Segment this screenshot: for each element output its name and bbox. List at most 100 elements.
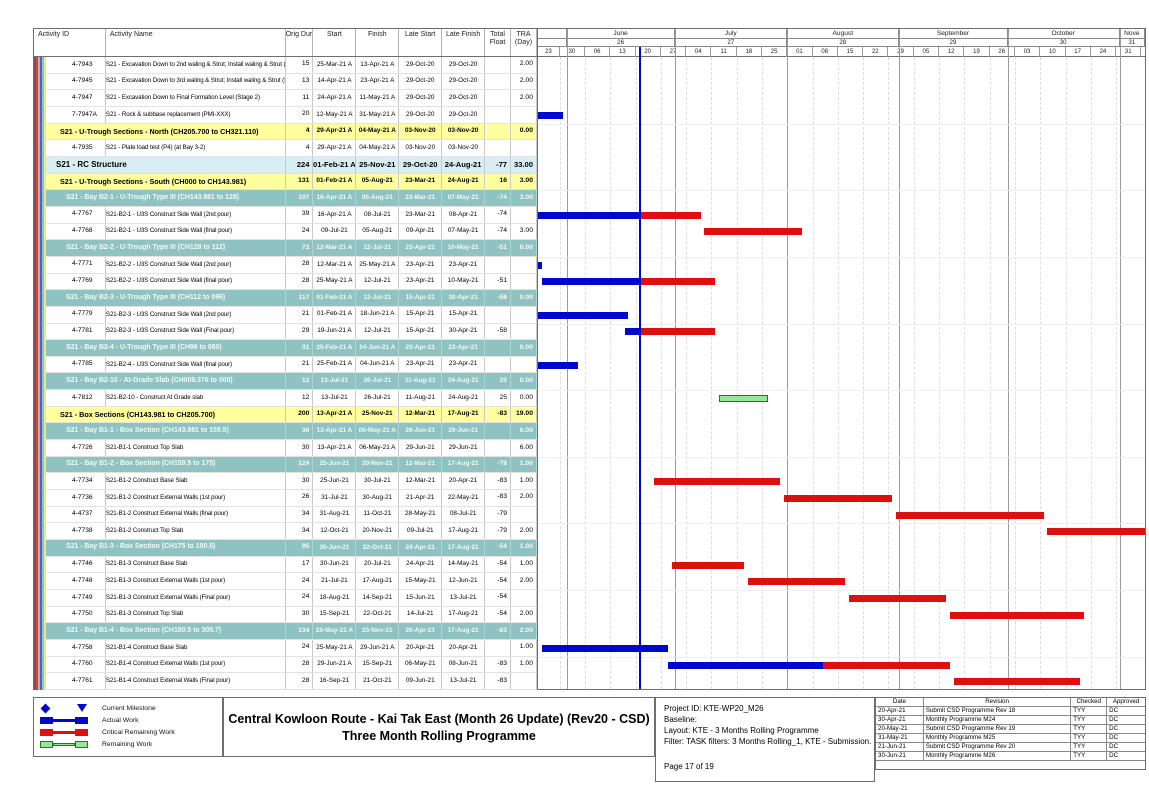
late-start-cell: 21-Apr-21 <box>399 490 443 506</box>
finish-cell: 05-Aug-21 <box>356 173 400 190</box>
finish-cell: 05-Aug-21 <box>356 190 400 206</box>
orig-dur-cell: 28 <box>286 256 314 273</box>
group-label-cell: S21 - Bay B1-3 - Box Section (CH175 to 1… <box>34 540 286 556</box>
revision-row: 20-Apr-21 Submit CSD Programme Rev 18 TYY D… <box>876 707 1145 716</box>
revision-header-cell: Revision <box>924 698 1072 706</box>
late-start-cell: 23-Apr-21 <box>399 340 443 356</box>
week-gridline <box>837 57 840 689</box>
finish-cell: 04-May-21 A <box>356 123 400 140</box>
week-gridline <box>660 57 663 689</box>
tra-cell <box>511 273 537 290</box>
finish-cell: 21-Oct-21 <box>356 673 400 689</box>
group-label-cell: S21 - Bay B2-10 - At-Grade Slab (CH009.3… <box>34 373 286 390</box>
orig-dur-cell: 34 <box>286 506 314 523</box>
group-color-stripes <box>34 57 48 690</box>
activity-id-cell: 4-4737 <box>34 506 106 523</box>
month-label: September <box>899 29 1008 39</box>
month-number: 29 <box>899 39 1008 47</box>
late-finish-cell: 24-Aug-21 <box>442 156 486 173</box>
bar-link <box>53 718 75 722</box>
week-gridline <box>584 57 587 689</box>
tra-cell: 0.00 <box>511 240 537 256</box>
stripe <box>40 57 42 690</box>
actual-bar-icon <box>40 716 102 724</box>
table-row: 4-7769 S21-B2-2 - U3S Construct Side Wall… <box>34 273 537 291</box>
late-finish-cell: 08-Jul-21 <box>442 506 486 523</box>
late-start-cell: 29-Oct-20 <box>399 57 443 73</box>
revision-row: 21-Jun-21 Submit CSD Programme Rev 20 TYY D… <box>876 743 1145 752</box>
week-gridline <box>1116 57 1118 689</box>
revision-box: Date Revision Checked Approved 20-Apr-21 Subm… <box>875 697 1146 770</box>
project-info-box: Project ID: KTE-WP20_M26 Baseline: Layout:… <box>655 697 875 782</box>
orig-dur-cell: 34 <box>286 523 314 540</box>
finish-cell: 25-May-21 A <box>356 256 400 273</box>
stripe <box>42 57 44 690</box>
column-header-finish: Finish <box>356 29 400 56</box>
table-row: 4-7734 S21-B1-2 Construct Base Slab 30 25-J… <box>34 473 537 491</box>
month-label: August <box>787 29 900 39</box>
total-float-cell: -74 <box>485 206 512 223</box>
orig-dur-cell: 30 <box>286 473 314 490</box>
start-cell: 29-Jun-21 A <box>313 656 357 673</box>
table-row: 4-7943 S21 - Excavation Down to 2nd walin… <box>34 57 537 74</box>
week-tick-label: 04 <box>686 47 712 57</box>
late-finish-cell: 23-Apr-21 <box>442 356 486 373</box>
week-tick-label: 01 <box>787 47 813 57</box>
total-float-cell: -51 <box>485 273 512 290</box>
tra-cell <box>511 506 537 523</box>
week-gridline <box>1065 57 1068 689</box>
late-start-cell: 15-Jun-21 <box>399 590 443 606</box>
late-start-cell: 20-Apr-21 <box>399 623 443 639</box>
month-gridline <box>675 29 677 689</box>
week-tick-label: 10 <box>1040 47 1066 57</box>
revision-header-cell: Checked <box>1071 698 1108 706</box>
table-row: 4-7947 S21 - Excavation Down to Final For… <box>34 90 537 107</box>
milestone-flag-icon <box>77 704 87 712</box>
table-row: 4-7726 S21-B1-1 Construct Top Slab 30 13-Ap… <box>34 440 537 457</box>
week-gridline <box>863 57 865 689</box>
start-cell: 13-Apr-21 A <box>313 406 357 423</box>
table-row: 4-7771 S21-B2-2 - U3S Construct Side Wall… <box>34 256 537 274</box>
start-cell: 25-Mar-21 A <box>313 57 357 73</box>
milestone-icon <box>40 703 102 713</box>
start-cell: 12-May-21 A <box>313 106 357 123</box>
orig-dur-cell: 24 <box>286 223 314 240</box>
finish-cell: 17-Aug-21 <box>356 573 400 589</box>
month-label <box>538 29 567 39</box>
late-start-cell: 20-Apr-21 <box>399 639 443 656</box>
orig-dur-cell: 15 <box>286 57 314 73</box>
late-start-cell: 06-May-21 <box>399 656 443 673</box>
table-row: 4-7748 S21-B1-3 Construct External Walls … <box>34 573 537 590</box>
activity-name-cell: S21 - Excavation Down to Final Formation… <box>106 90 286 106</box>
finish-cell: 04-Jun-21 A <box>356 356 400 373</box>
orig-dur-cell: 131 <box>286 173 314 190</box>
tra-cell: 1.00 <box>511 540 537 556</box>
legend-item: Remaining Work <box>40 738 222 750</box>
row-guideline <box>538 523 1145 525</box>
revision-table: Date Revision Checked Approved 20-Apr-21 Subm… <box>876 698 1145 769</box>
month-number: 26 <box>566 39 676 47</box>
tra-cell: 1.00 <box>511 473 537 490</box>
critical-bar-icon <box>40 728 102 736</box>
week-tick-label: 18 <box>737 47 762 57</box>
start-cell: 01-Feb-21 A <box>313 306 357 323</box>
bar-cap <box>40 740 53 748</box>
total-float-cell: -83 <box>485 673 512 689</box>
group-label-cell: S21 - Bay B2-3 - U-Trough Type III (CH11… <box>34 290 286 306</box>
start-cell: 16-Apr-21 A <box>313 190 357 206</box>
tra-cell: 0.00 <box>511 390 537 406</box>
total-float-cell: -83 <box>485 623 512 639</box>
start-cell: 12-Mar-21 A <box>313 256 357 273</box>
late-finish-cell: 13-Jul-21 <box>442 590 486 606</box>
revision-cell: DC <box>1109 752 1119 759</box>
week-gridline <box>964 57 966 689</box>
revision-cell: TYY <box>1071 743 1108 751</box>
late-start-cell: 03-Nov-20 <box>399 123 443 140</box>
finish-cell: 25-Nov-21 <box>356 156 400 173</box>
total-float-cell: -58 <box>485 290 512 306</box>
total-float-cell <box>485 340 512 356</box>
total-float-cell: -58 <box>485 323 512 340</box>
revision-cell: TYY <box>1071 725 1108 733</box>
activity-id-cell: 4-7945 <box>34 73 106 90</box>
revision-cell: Submit CSD Programme Rev 19 <box>924 725 1072 733</box>
